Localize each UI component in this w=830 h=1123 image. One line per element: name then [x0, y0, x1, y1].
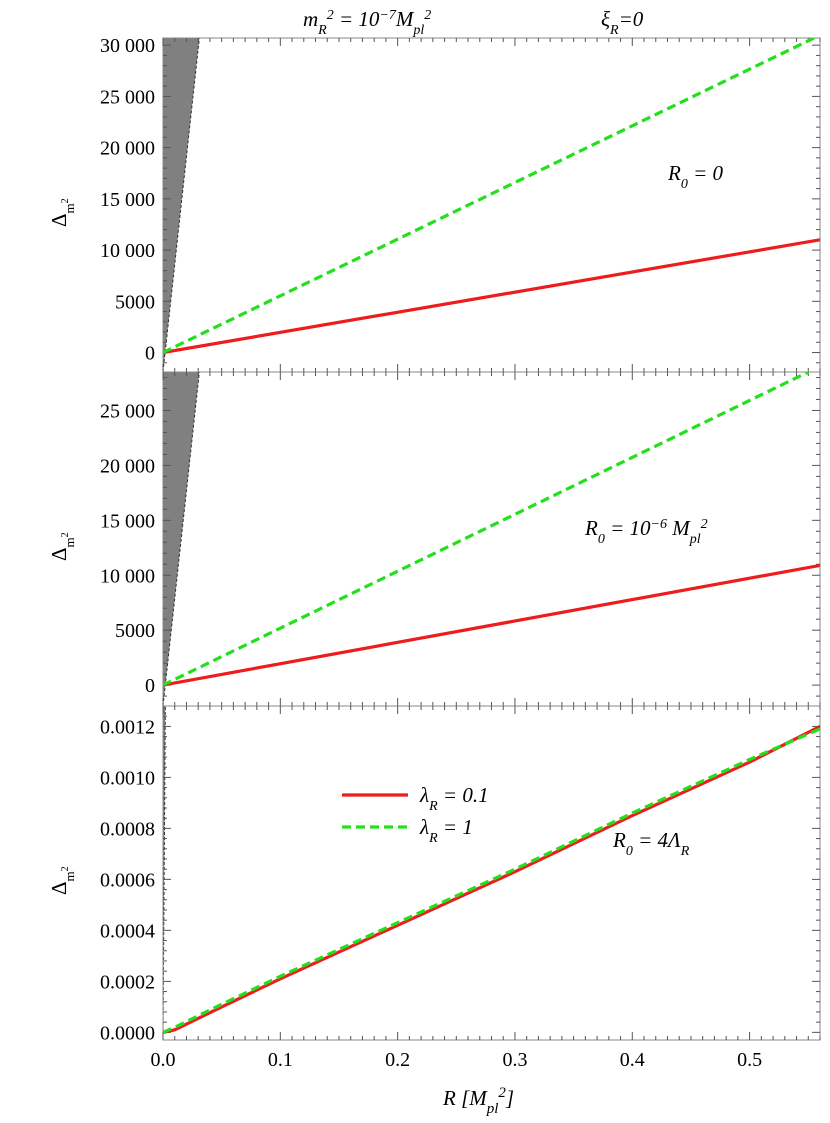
series-line-lambda_0.1-middle [163, 563, 820, 687]
y-tick-label: 0.0006 [100, 869, 155, 891]
y-tick-label: 25 000 [100, 86, 155, 108]
x-tick-label: 0.3 [502, 1049, 527, 1071]
panel-annotation-middle: R0 = 10−6 Mpl2 [584, 516, 708, 547]
y-tick-label: 0.0000 [100, 1022, 155, 1044]
y-tick-label: 20 000 [100, 455, 155, 477]
y-tick-label: 15 000 [100, 510, 155, 532]
y-tick-label: 10 000 [100, 240, 155, 262]
y-tick-label: 0 [145, 675, 155, 697]
header-mass-label: mR2 = 10−7Mpl2 [303, 7, 431, 38]
series-line-lambda_0.1-top [163, 238, 820, 355]
series-line-lambda_1-bottom [163, 727, 820, 1034]
y-tick-label: 20 000 [100, 138, 155, 160]
x-tick-label: 0.0 [151, 1049, 176, 1071]
y-tick-label: 25 000 [100, 400, 155, 422]
excluded-boundary-top [163, 38, 200, 372]
y-tick-label: 0.0012 [100, 716, 155, 738]
y-tick-label: 5000 [115, 620, 155, 642]
y-tick-label: 0.0004 [100, 920, 155, 942]
y-axis-title: Δm2 [47, 198, 77, 227]
y-tick-label: 30 000 [100, 35, 155, 57]
y-tick-label: 0.0008 [100, 818, 155, 840]
panel-top: 0 5000 10 000 15 000 20 000 25 000 30 000 Δm2 R0… [47, 35, 821, 373]
header-xi-label: ξR=0 [601, 7, 644, 38]
y-axis-title: Δm2 [47, 866, 77, 895]
y-tick-label: 0.0010 [100, 767, 155, 789]
panel-middle: 0 5000 10 000 15 000 20 000 25 000 Δm2 R0 = 10−… [47, 371, 821, 707]
legend-label: λR = 1 [419, 815, 473, 846]
series-line-lambda_1-top [163, 38, 815, 354]
y-tick-label: 0 [145, 343, 155, 365]
legend-label: λR = 0.1 [419, 783, 489, 814]
x-tick-label: 0.4 [620, 1049, 645, 1071]
panel-annotation-bottom: R0 = 4ΛR [612, 828, 690, 859]
y-tick-label: 5000 [115, 291, 155, 313]
x-tick-label: 0.2 [385, 1049, 410, 1071]
x-tick-label: 0.5 [737, 1049, 762, 1071]
series-line-lambda_1-middle [163, 372, 809, 687]
panel-annotation-top: R0 = 0 [667, 161, 723, 192]
excluded-boundary-middle [163, 372, 200, 706]
panel-bottom: 0.00000.00020.00040.00060.00080.00100.00… [47, 705, 821, 1071]
y-tick-label: 15 000 [100, 189, 155, 211]
x-tick-label: 0.1 [268, 1049, 293, 1071]
y-tick-label: 10 000 [100, 565, 155, 587]
legend: λR = 0.1λR = 1 [342, 783, 489, 846]
y-axis-title: Δm2 [47, 532, 77, 561]
series-line-lambda_0.1-bottom [163, 724, 820, 1034]
y-tick-label: 0.0002 [100, 971, 155, 993]
plot-frame-middle [162, 371, 821, 707]
x-axis-title: R [Mpl2] [442, 1085, 514, 1117]
plot-frame-top [162, 37, 821, 373]
plot-frame-bottom [162, 705, 821, 1041]
